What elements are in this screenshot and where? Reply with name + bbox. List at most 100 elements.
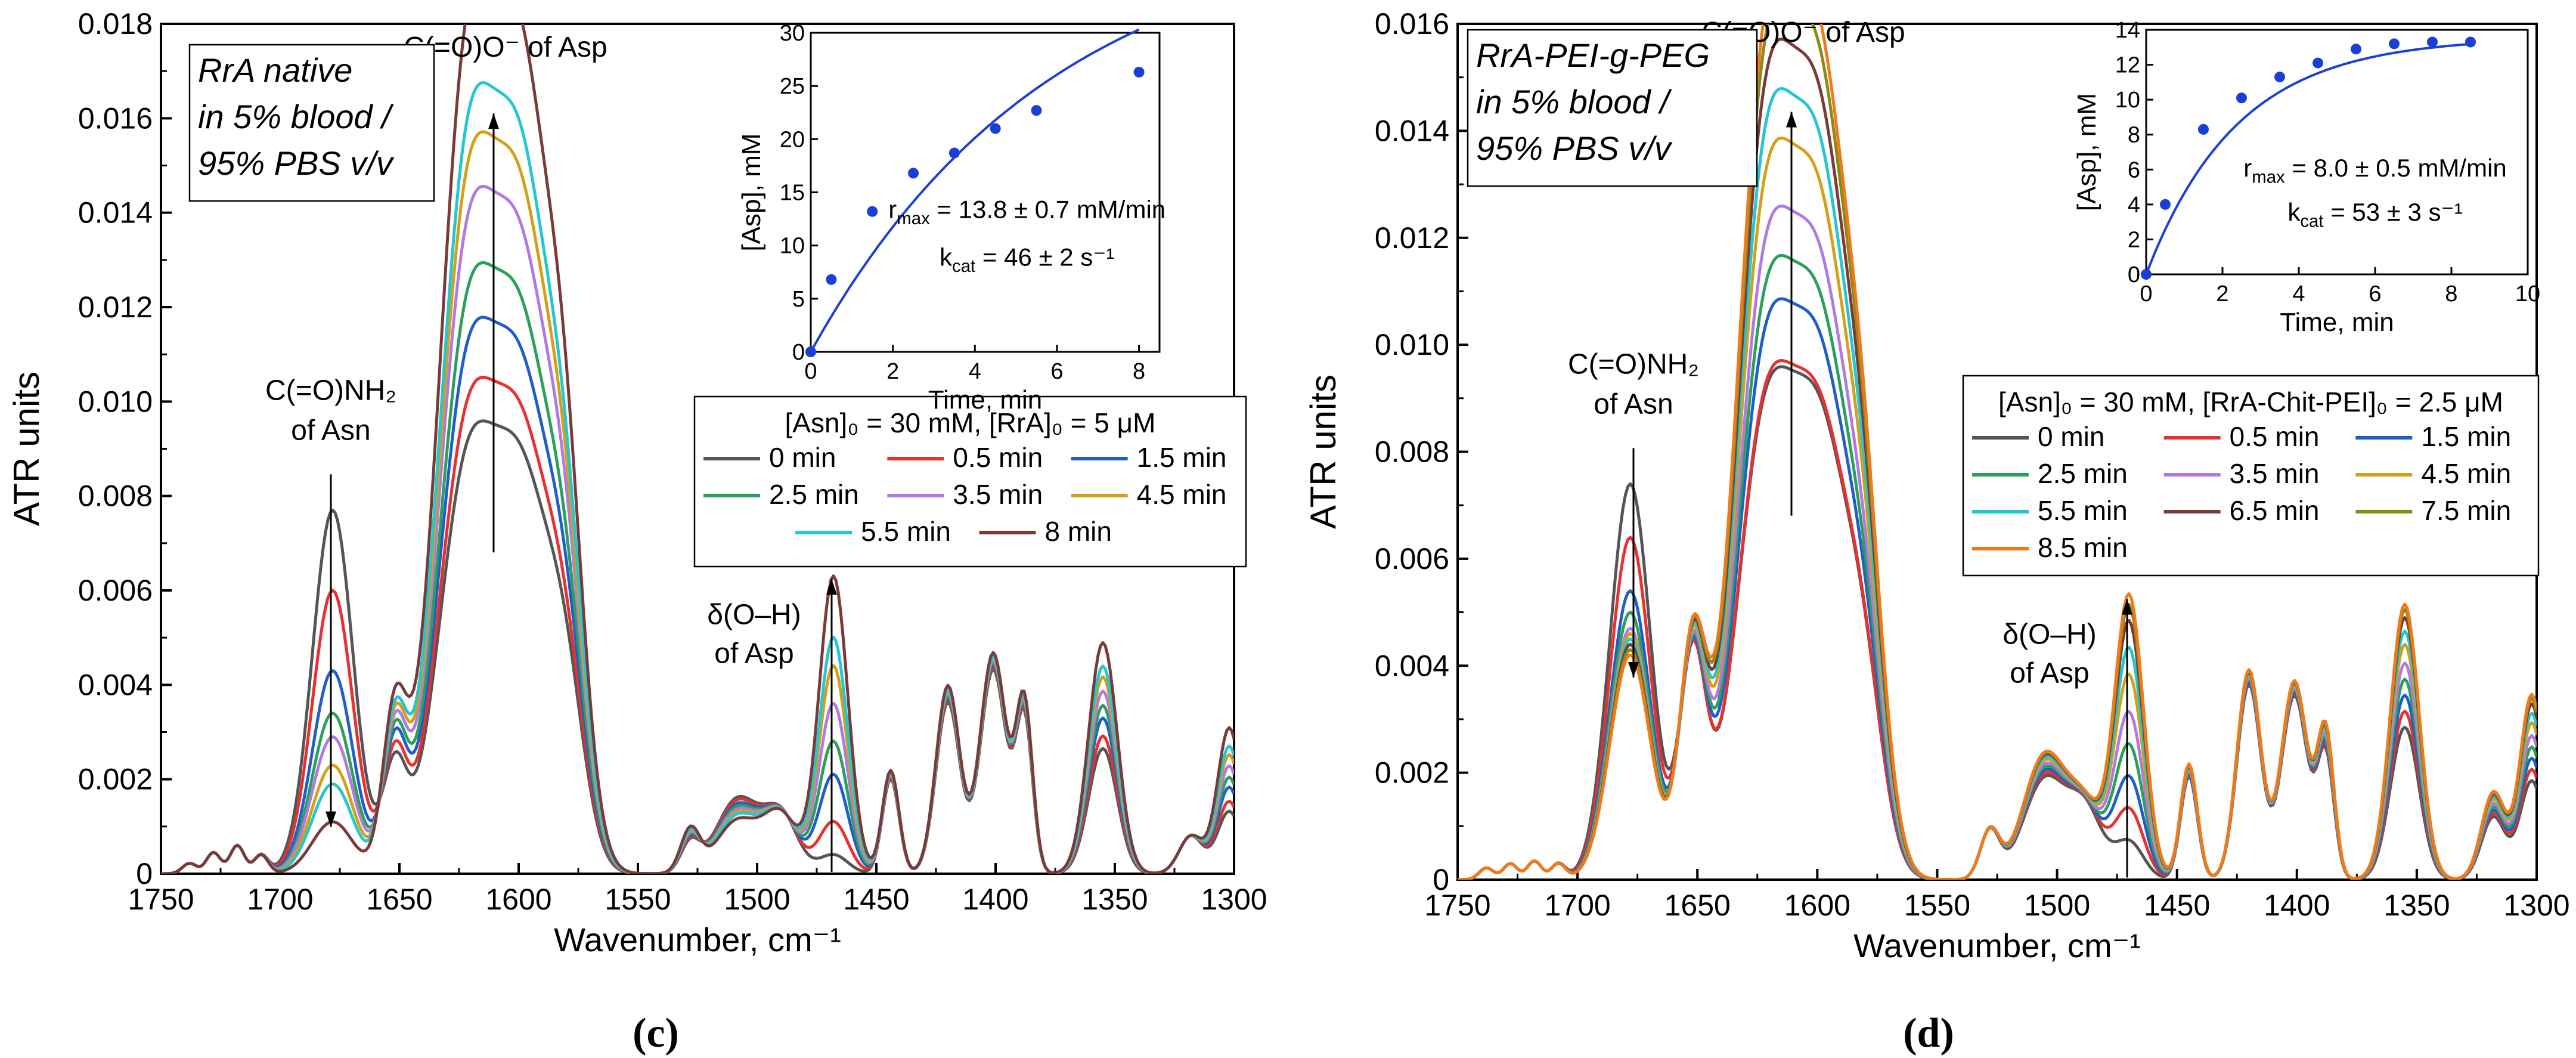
chart-panel-c: 1750 1700 1650 1600 1550 1500 1450 1400 1350 1300…: [7, 7, 1267, 1056]
inset-data-point: [1133, 66, 1145, 78]
inset-rmax-label-value: = 8.0 ± 0.5 mM/min: [2285, 154, 2507, 182]
spectra-group: [161, 24, 1234, 874]
inset-x-label: Time, min: [2280, 308, 2394, 337]
legend-label: 5.5 min: [861, 516, 951, 547]
inset-y-tick-label: 8: [2128, 123, 2140, 148]
inset-rmax-label: rmax = 8.0 ± 0.5 mM/min: [2243, 154, 2507, 187]
inset-y-label: [Asp], mM: [737, 133, 766, 251]
legend-title: [Asn]₀ = 30 mM, [RrA]₀ = 5 μM: [785, 407, 1156, 438]
inset-y-tick-label: 2: [2128, 227, 2140, 252]
oh-label: δ(O–H): [707, 599, 801, 630]
oh-sublabel: of Asp: [714, 638, 793, 669]
inset-kcat-label-value: = 53 ± 3 s⁻¹: [2324, 198, 2463, 226]
y-tick-label: 0.016: [78, 101, 153, 135]
inset-rmax-label-prefix: r: [888, 195, 897, 223]
inset-kcat-label: kcat = 46 ± 2 s⁻¹: [940, 243, 1114, 277]
sample-box-line: 95% PBS v/v: [1476, 129, 1673, 167]
inset-kcat-label-value: = 46 ± 2 s⁻¹: [975, 243, 1114, 271]
y-tick-label: 0.004: [78, 668, 153, 701]
inset-fit-curve: [810, 28, 1140, 352]
legend-label: 4.5 min: [1137, 479, 1227, 510]
inset-kcat-label-sub: cat: [952, 256, 975, 276]
chart-panel-d: 1750 1700 1650 1600 1550 1500 1450 1400 1350 1300…: [1303, 7, 2570, 1056]
legend-label: 4.5 min: [2421, 458, 2511, 489]
asn-arrow-head: [1628, 661, 1639, 678]
inset-x-tick-label: 10: [2515, 281, 2540, 307]
y-tick-label: 0.002: [1375, 756, 1449, 790]
y-tick-label: 0.008: [1375, 435, 1449, 469]
x-tick-label: 1650: [1664, 889, 1731, 922]
inset-data-point: [2389, 38, 2400, 50]
inset-y-tick-label: 30: [780, 21, 805, 46]
oh-arrow-head: [2122, 599, 2132, 615]
inset-data-point: [2465, 36, 2476, 48]
inset-y-tick-label: 12: [2115, 53, 2140, 78]
inset-kcat-label-prefix: k: [940, 243, 953, 271]
inset-data-point: [908, 168, 919, 179]
inset-chart: 0 2 4 6 8 0 5 10 15 20 25 30 Time, min [Asp], mM rmax …: [737, 21, 1165, 414]
panel-label: (d): [1903, 1010, 1954, 1056]
legend-label: 0.5 min: [953, 442, 1043, 473]
asn-peak-sublabel: of Asn: [291, 414, 370, 446]
spectrum-line-8-5-min: [1458, 24, 2537, 880]
y-tick-label: 0: [136, 857, 153, 890]
asn-arrow-head: [326, 811, 336, 827]
inset-data-point: [2141, 269, 2152, 280]
inset-kcat-label: kcat = 53 ± 3 s⁻¹: [2287, 198, 2462, 231]
x-tick-label: 1500: [724, 883, 790, 916]
y-tick-label: 0.016: [1375, 7, 1449, 41]
inset-data-point: [1031, 105, 1042, 116]
inset-y-tick-label: 15: [780, 181, 805, 206]
sample-box-line: in 5% blood /: [198, 98, 394, 135]
y-tick-label: 0.010: [1375, 328, 1449, 361]
legend-label: 3.5 min: [2230, 458, 2320, 489]
legend-box: [1962, 375, 2540, 577]
y-tick-label: 0.014: [78, 196, 153, 230]
inset-data-point: [2427, 36, 2438, 48]
x-tick-label: 1450: [2144, 889, 2210, 922]
y-tick-label: 0.012: [78, 290, 153, 324]
inset-data-point: [2236, 92, 2247, 104]
inset-x-tick-label: 2: [2216, 281, 2228, 307]
x-tick-label: 1700: [247, 883, 313, 916]
legend-label: 2.5 min: [2038, 458, 2128, 489]
x-tick-label: 1700: [1544, 889, 1610, 922]
inset-y-tick-label: 0: [792, 340, 805, 365]
inset-x-tick-label: 8: [2445, 281, 2457, 307]
inset-x-tick-label: 0: [804, 359, 817, 384]
inset-kcat-label-sub: cat: [2300, 211, 2323, 231]
y-tick-label: 0.010: [78, 385, 153, 418]
x-tick-label: 1500: [2024, 889, 2090, 922]
legend-label: 8.5 min: [2038, 532, 2128, 563]
inset-y-label: [Asp], mM: [2072, 93, 2101, 211]
y-tick-label: 0: [1433, 863, 1449, 896]
inset-x-tick-label: 0: [2140, 281, 2152, 307]
inset-data-point: [2198, 123, 2209, 135]
legend-title: [Asn]₀ = 30 mM, [RrA-Chit-PEI]₀ = 2.5 μM: [1998, 386, 2503, 417]
inset-y-tick-label: 14: [2115, 18, 2140, 43]
inset-data-point: [990, 123, 1001, 134]
y-tick-label: 0.002: [78, 763, 153, 796]
sample-box-line: RrA-PEI-g-PEG: [1476, 36, 1710, 74]
inset-x-tick-label: 8: [1133, 359, 1145, 384]
inset-fit-curve: [2145, 42, 2471, 275]
x-tick-label: 1750: [1424, 889, 1490, 922]
inset-y-tick-label: 25: [780, 74, 805, 99]
oh-label: δ(O–H): [2002, 619, 2096, 651]
inset-x-tick-label: 6: [1050, 359, 1063, 384]
legend-label: 3.5 min: [953, 479, 1043, 510]
inset-y-tick-label: 10: [2115, 88, 2140, 113]
legend-label: 0 min: [2038, 421, 2104, 452]
inset-frame: [810, 32, 1161, 353]
x-tick-label: 1750: [128, 883, 194, 916]
sample-box-line: RrA native: [198, 51, 352, 89]
asn-peak-sublabel: of Asn: [1594, 388, 1673, 420]
inset-kcat-label-prefix: k: [2287, 198, 2301, 226]
inset-x-tick-label: 4: [969, 359, 981, 384]
x-tick-label: 1300: [2503, 889, 2569, 922]
inset-data-point: [2160, 199, 2171, 210]
legend-label: 0 min: [769, 442, 836, 473]
y-axis-label: ATR units: [7, 372, 47, 526]
inset-rmax-label: rmax = 13.8 ± 0.7 mM/min: [888, 195, 1165, 228]
